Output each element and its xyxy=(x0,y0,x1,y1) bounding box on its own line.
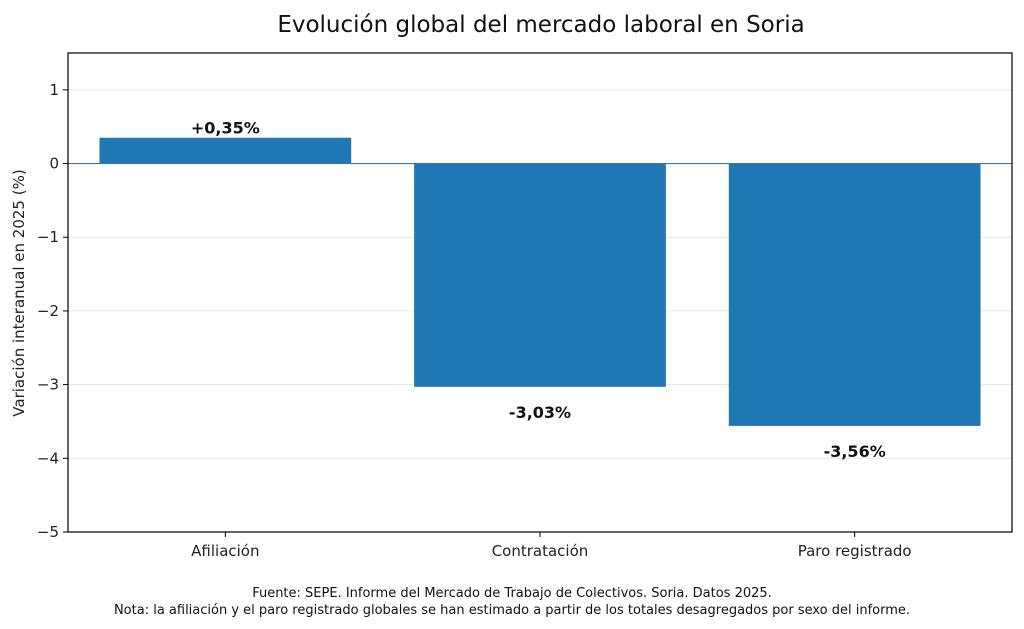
x-tick-label: Afiliación xyxy=(191,542,259,560)
y-tick-label: −4 xyxy=(37,449,59,467)
y-axis-ticks: 1 0 −1 −2 −3 −4 −5 xyxy=(37,81,68,541)
y-axis-label: Variación interanual en 2025 (%) xyxy=(10,169,28,416)
y-tick-label: −3 xyxy=(37,376,59,394)
bar xyxy=(728,163,981,426)
bar xyxy=(99,137,352,164)
y-tick-label: 0 xyxy=(49,155,59,173)
x-tick-label: Contratación xyxy=(492,542,589,560)
bars xyxy=(99,137,981,426)
y-tick-label: −1 xyxy=(37,228,59,246)
note-text: Nota: la afiliación y el paro registrado… xyxy=(114,603,910,618)
chart-title: Evolución global del mercado laboral en … xyxy=(277,12,804,38)
y-tick-label: −2 xyxy=(37,302,59,320)
data-label: -3,56% xyxy=(824,442,886,461)
bar xyxy=(414,163,666,387)
data-label: +0,35% xyxy=(191,119,260,138)
source-text: Fuente: SEPE. Informe del Mercado de Tra… xyxy=(252,586,772,601)
x-tick-label: Paro registrado xyxy=(798,542,912,560)
y-tick-label: −5 xyxy=(37,523,59,541)
x-axis-ticks: Afiliación Contratación Paro registrado xyxy=(191,532,912,560)
y-tick-label: 1 xyxy=(49,81,59,99)
data-labels: +0,35% -3,03% -3,56% xyxy=(191,119,886,461)
data-label: -3,03% xyxy=(509,403,571,422)
